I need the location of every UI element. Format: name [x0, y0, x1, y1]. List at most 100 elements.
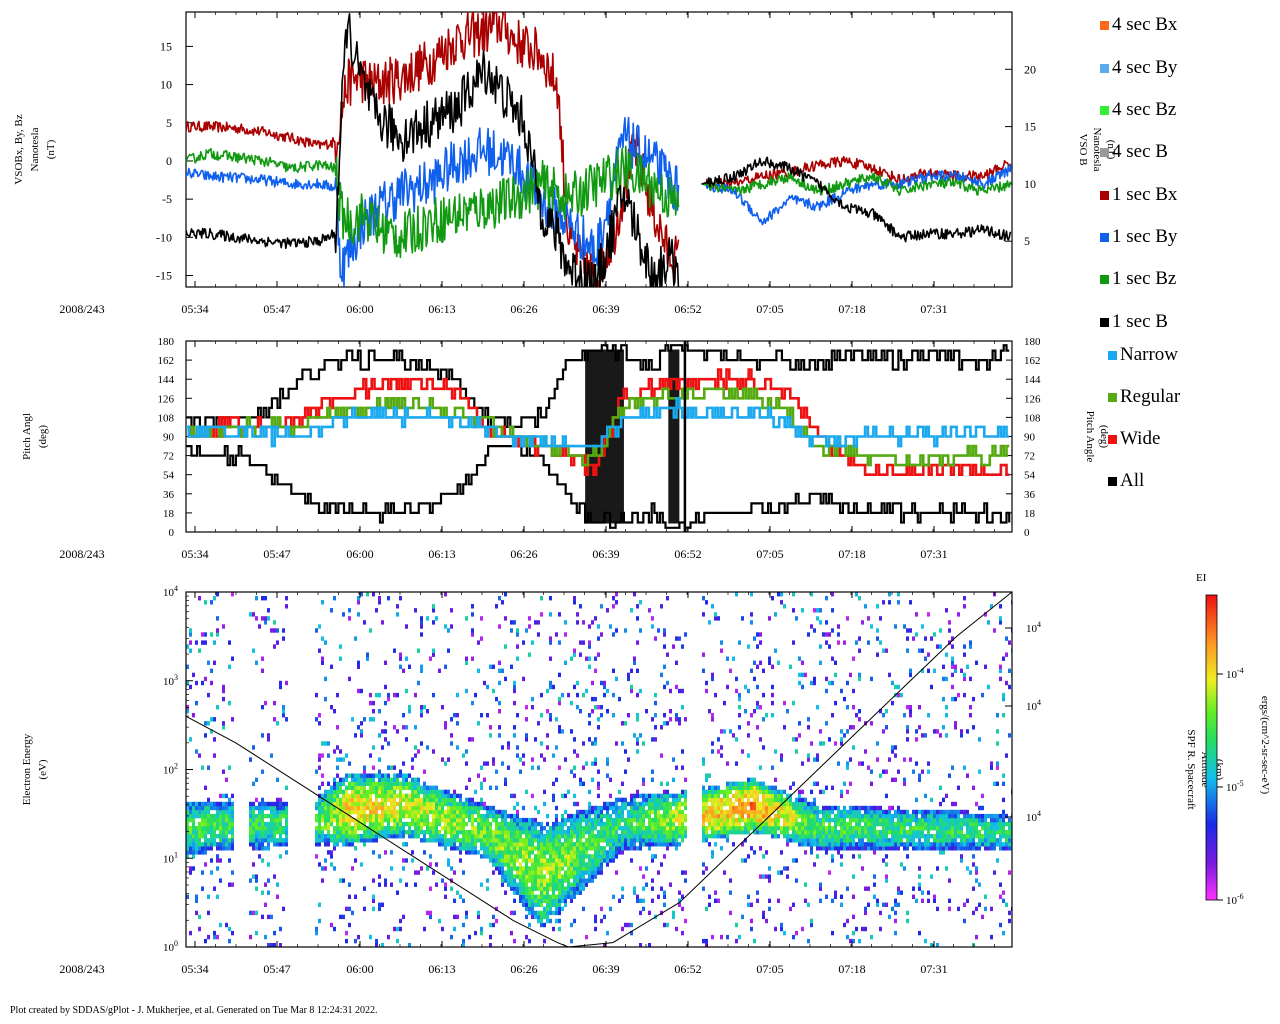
spectrogram-cell	[333, 789, 336, 795]
spectrogram-cell	[975, 813, 978, 819]
spectrogram-cell	[948, 809, 951, 815]
spectrogram-cell	[861, 761, 864, 766]
spectrogram-cell	[432, 821, 435, 827]
spectrogram-cell	[228, 838, 231, 843]
spectrogram-cell	[384, 737, 387, 742]
spectrogram-cell	[249, 830, 252, 835]
spectrogram-cell	[564, 793, 567, 799]
spectrogram-cell	[213, 826, 216, 831]
spectrogram-cell	[558, 834, 561, 839]
spectrogram-cell	[678, 830, 681, 835]
spectrogram-cell	[726, 834, 729, 839]
spectrogram-cell	[825, 620, 828, 625]
spectrogram-cell	[501, 830, 504, 835]
spectrogram-cell	[930, 817, 933, 823]
spectrogram-cell	[768, 821, 771, 827]
spectrogram-cell	[396, 834, 399, 839]
spectrogram-cell	[624, 817, 627, 823]
spectrogram-cell	[786, 797, 789, 803]
spectrogram-cell	[867, 838, 870, 843]
spectrogram-cell	[1005, 680, 1008, 686]
spectrogram-cell	[471, 834, 474, 839]
spectrogram-cell	[213, 805, 216, 811]
spectrogram-cell	[447, 821, 450, 827]
spectrogram-cell	[831, 898, 834, 903]
spectrogram-cell	[189, 648, 192, 653]
spectrogram-cell	[519, 878, 522, 883]
spectrogram-cell	[405, 725, 408, 730]
spectrogram-cell	[909, 672, 912, 678]
spectrogram-cell	[870, 721, 873, 726]
spectrogram-cell	[321, 636, 324, 641]
spectrogram-cell	[453, 801, 456, 807]
spectrogram-cell	[747, 826, 750, 831]
spectrogram-cell	[594, 616, 597, 621]
spectrogram-cell	[423, 805, 426, 811]
spectrogram-cell	[339, 826, 342, 831]
spectrogram-cell	[870, 826, 873, 831]
spectrogram-cell	[507, 858, 510, 863]
spectrogram-cell	[903, 777, 906, 782]
spectrogram-cell	[429, 834, 432, 839]
spectrogram-cell	[459, 830, 462, 835]
spectrogram-cell	[546, 813, 549, 819]
spectrogram-cell	[282, 842, 285, 847]
spectrogram-cell	[615, 826, 618, 831]
spectrogram-cell	[912, 894, 915, 899]
spectrogram-cell	[996, 842, 999, 847]
spectrogram-cell	[276, 826, 279, 831]
spectrogram-cell	[828, 817, 831, 823]
spectrogram-cell	[405, 858, 408, 863]
spectrogram-cell	[759, 805, 762, 811]
spectrogram-cell	[561, 793, 564, 799]
spectrogram-cell	[537, 882, 540, 887]
spectrogram-cell	[450, 886, 453, 891]
spectrogram-cell	[768, 793, 771, 799]
spectrogram-cell	[273, 821, 276, 827]
spectrogram-cell	[705, 809, 708, 815]
spectrogram-cell	[525, 874, 528, 879]
spectrogram-cell	[480, 926, 483, 932]
spectrogram-cell	[573, 866, 576, 871]
spectrogram-cell	[342, 826, 345, 831]
spectrogram-cell	[561, 882, 564, 887]
spectrogram-cell	[459, 817, 462, 823]
spectrogram-cell	[273, 809, 276, 815]
spectrogram-cell	[474, 930, 477, 936]
spectrogram-cell	[651, 838, 654, 843]
spectrogram-cell	[771, 793, 774, 799]
spectrogram-cell	[636, 741, 639, 746]
spectrogram-cell	[579, 862, 582, 867]
spectrogram-cell	[546, 890, 549, 895]
spectrogram-cell	[552, 797, 555, 803]
spectrogram-cell	[666, 826, 669, 831]
spectrogram-cell	[864, 805, 867, 811]
spectrogram-cell	[396, 781, 399, 786]
spectrogram-cell	[864, 846, 867, 851]
spectrogram-cell	[831, 809, 834, 815]
spectrogram-cell	[861, 817, 864, 823]
spectrogram-cell	[582, 854, 585, 859]
spectrogram-cell	[642, 834, 645, 839]
spectrogram-cell	[672, 826, 675, 831]
spectrogram-cell	[267, 846, 270, 851]
spectrogram-cell	[969, 846, 972, 851]
spectrogram-cell	[315, 842, 318, 847]
spectrogram-cell	[924, 938, 927, 944]
spectrogram-cell	[792, 700, 795, 706]
spectrogram-cell	[318, 648, 321, 653]
spectrogram-cell	[954, 801, 957, 807]
spectrogram-cell	[279, 842, 282, 847]
spectrogram-cell	[654, 805, 657, 811]
spectrogram-cell	[525, 826, 528, 831]
spectrogram-cell	[204, 813, 207, 819]
spectrogram-cell	[435, 834, 438, 839]
spectrogram-cell	[261, 838, 264, 843]
spectrogram-cell	[915, 813, 918, 819]
spectrogram-cell	[768, 817, 771, 823]
spectrogram-cell	[894, 846, 897, 851]
spectrogram-cell	[531, 862, 534, 867]
spectrogram-cell	[816, 842, 819, 847]
spectrogram-cell	[645, 809, 648, 815]
spectrogram-cell	[444, 664, 447, 669]
